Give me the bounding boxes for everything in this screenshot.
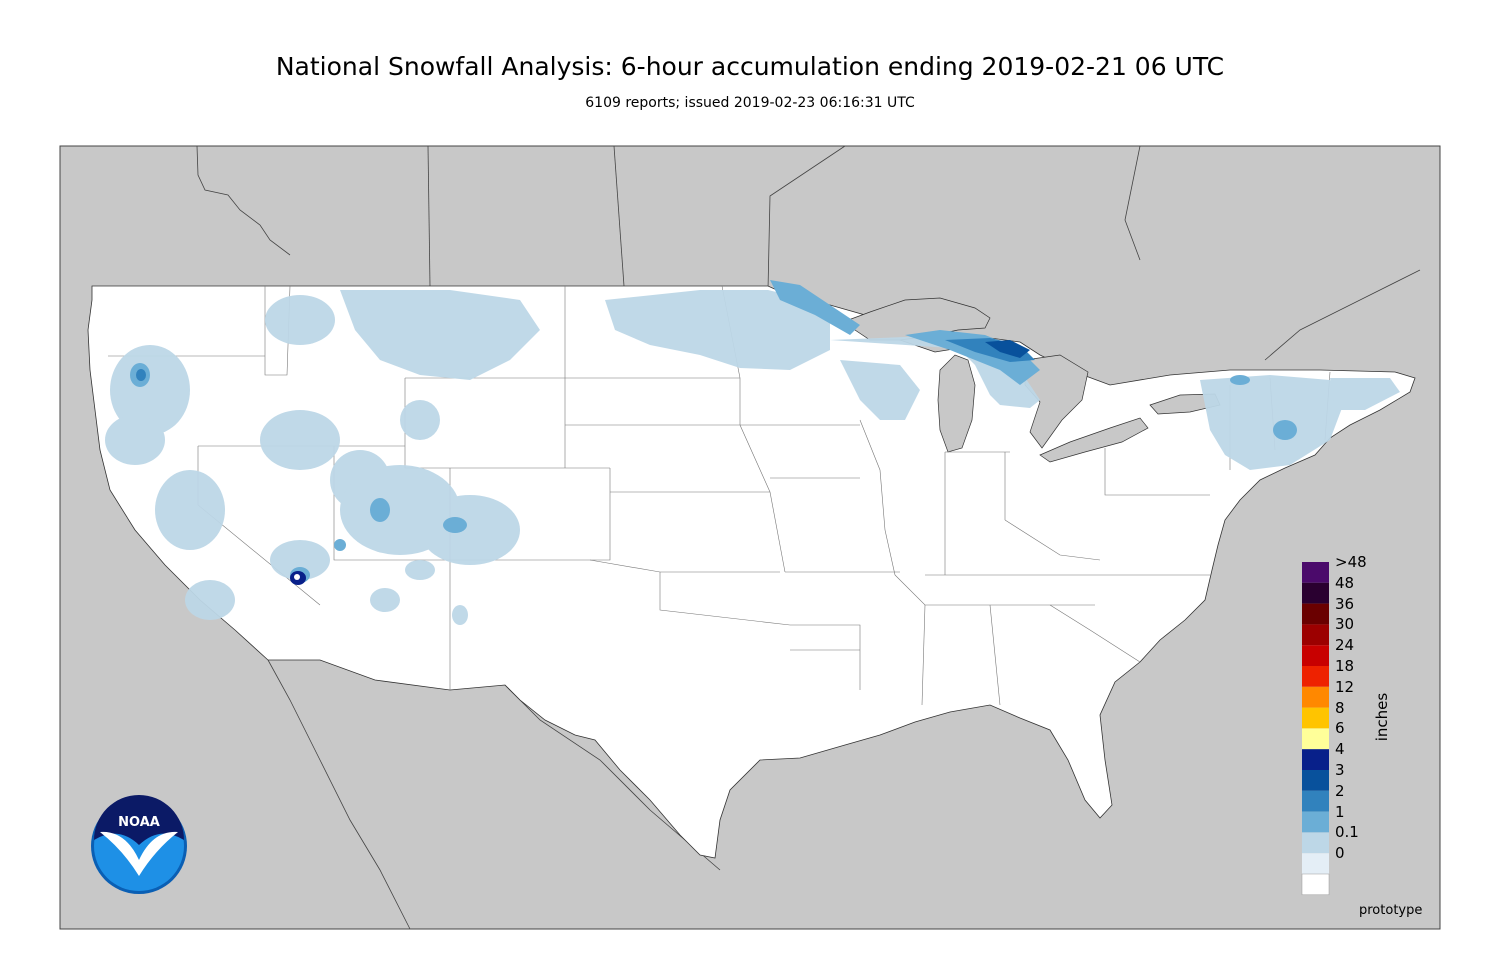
international-boundaries (196, 145, 1421, 930)
legend-label: >48 (1335, 553, 1367, 571)
legend-label: 6 (1335, 719, 1345, 738)
legend-swatch (1302, 582, 1329, 604)
legend-label: 2 (1335, 781, 1345, 800)
legend-label: 48 (1335, 573, 1355, 592)
legend-swatch (1302, 770, 1329, 791)
great-lakes (842, 297, 1221, 463)
legend-swatch (1302, 707, 1329, 729)
map-title: National Snowfall Analysis: 6-hour accum… (275, 52, 1225, 81)
legend-colorbar (1301, 562, 1330, 896)
legend-label: 0.1 (1335, 823, 1359, 842)
prototype-label: prototype (1359, 903, 1423, 918)
legend-swatch (1302, 562, 1329, 583)
legend-label: 3 (1335, 761, 1345, 779)
legend-swatch (1302, 853, 1329, 874)
legend-swatch (1302, 603, 1329, 625)
legend-swatch (1302, 666, 1329, 687)
legend-swatch (1302, 832, 1329, 854)
legend-swatch (1302, 645, 1329, 666)
legend-swatch (1302, 624, 1329, 646)
legend-swatch (1302, 749, 1329, 770)
legend-swatch (1302, 728, 1329, 750)
legend-label: 30 (1335, 615, 1355, 634)
legend-units-label: inches (1373, 692, 1392, 742)
lake-erie (1039, 417, 1149, 463)
snowfall-shading (105, 280, 1400, 625)
lake-michigan (937, 354, 976, 453)
noaa-logo-text: NOAA (118, 815, 160, 830)
map-subtitle: 6109 reports; issued 2019-02-23 06:16:31… (585, 95, 915, 111)
legend-label: 1 (1335, 802, 1345, 821)
legend-label: 8 (1335, 698, 1345, 717)
legend-label: 18 (1335, 657, 1355, 675)
legend-swatch (1302, 790, 1329, 812)
legend-swatch (1302, 686, 1329, 708)
noaa-logo (91, 795, 187, 894)
legend-label: 0 (1335, 844, 1345, 863)
legend-label: 24 (1335, 636, 1355, 655)
legend-swatch (1302, 811, 1329, 833)
legend-label: 36 (1335, 594, 1355, 613)
legend-label: 4 (1335, 740, 1345, 759)
legend-swatch-zero (1301, 873, 1330, 896)
legend-label: 12 (1335, 677, 1355, 696)
